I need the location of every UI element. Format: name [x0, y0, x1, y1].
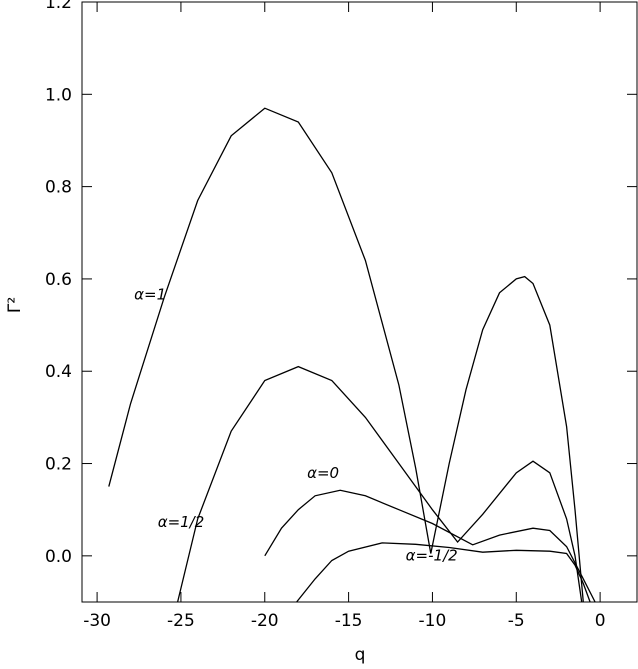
- x-axis-label: q: [355, 645, 366, 665]
- y-tick-label: 0.0: [45, 547, 72, 567]
- curve: [108, 107, 584, 602]
- y-tick-label: 0.4: [45, 362, 72, 382]
- x-tick-label: -15: [335, 611, 363, 631]
- y-axis-label: Γ²: [5, 297, 25, 313]
- y-tick-label: 0.8: [45, 178, 72, 198]
- curves: [108, 107, 596, 602]
- x-tick-label: -5: [508, 611, 525, 631]
- curve: [296, 542, 591, 602]
- y-tick-label: 0.2: [45, 455, 72, 475]
- curve-label: α=1: [134, 285, 166, 303]
- x-tick-label: -30: [83, 611, 111, 631]
- curve: [176, 365, 583, 602]
- curve-label: α=-1/2: [406, 546, 458, 564]
- x-tick-label: 0: [595, 611, 606, 631]
- x-tick-label: -25: [167, 611, 195, 631]
- x-tick-label: -20: [251, 611, 279, 631]
- x-tick-label: -10: [419, 611, 447, 631]
- y-tick-label: 0.6: [45, 270, 72, 290]
- y-tick-label: 1.0: [45, 85, 72, 105]
- curve-label: α=1/2: [158, 513, 205, 531]
- curve-label: α=0: [307, 464, 339, 482]
- plot-frame: [81, 1, 638, 603]
- y-tick-label: 1.2: [45, 0, 72, 13]
- curve: [264, 489, 596, 602]
